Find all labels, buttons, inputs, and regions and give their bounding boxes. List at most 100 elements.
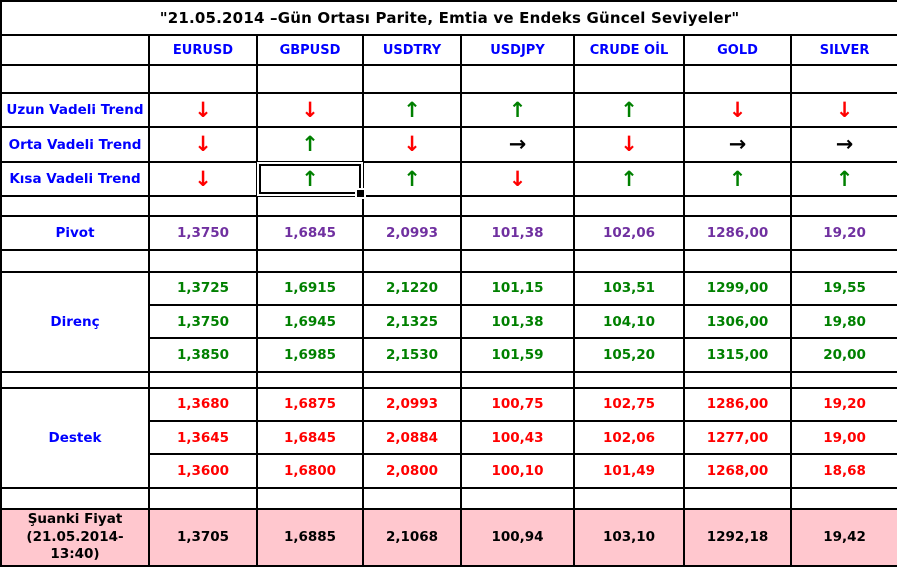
support-1-crude-oi̇l[interactable]: 102,75 bbox=[573, 386, 685, 423]
resistance-1-gbpusd[interactable]: 1,6915 bbox=[256, 270, 364, 307]
empty-cell[interactable] bbox=[789, 248, 897, 273]
support-2-eurusd[interactable]: 1,3645 bbox=[148, 420, 258, 456]
trend-cell-kisa-vadeli-trend-gold[interactable]: ↑ bbox=[683, 160, 792, 198]
empty-cell[interactable] bbox=[573, 370, 685, 389]
support-1-silver[interactable]: 19,20 bbox=[789, 386, 897, 423]
pivot-value-usdjpy[interactable]: 101,38 bbox=[460, 215, 575, 251]
empty-cell[interactable] bbox=[148, 248, 258, 273]
empty-cell[interactable] bbox=[256, 63, 364, 94]
support-2-gold[interactable]: 1277,00 bbox=[683, 420, 792, 456]
trend-cell-orta-vadeli-trend-gbpusd[interactable]: ↑ bbox=[256, 126, 364, 163]
empty-cell[interactable] bbox=[683, 63, 792, 94]
support-1-eurusd[interactable]: 1,3680 bbox=[148, 386, 258, 423]
empty-cell[interactable] bbox=[460, 248, 575, 273]
support-2-gbpusd[interactable]: 1,6845 bbox=[256, 420, 364, 456]
empty-cell[interactable] bbox=[256, 370, 364, 389]
trend-cell-orta-vadeli-trend-usdtry[interactable]: ↓ bbox=[362, 126, 462, 163]
empty-cell[interactable] bbox=[0, 195, 150, 218]
pivot-value-eurusd[interactable]: 1,3750 bbox=[148, 215, 258, 251]
support-3-eurusd[interactable]: 1,3600 bbox=[148, 453, 258, 489]
empty-cell[interactable] bbox=[460, 370, 575, 389]
resistance-3-eurusd[interactable]: 1,3850 bbox=[148, 337, 258, 373]
trend-cell-uzun-vadeli-trend-usdjpy[interactable]: ↑ bbox=[460, 91, 575, 129]
trend-cell-uzun-vadeli-trend-eurusd[interactable]: ↓ bbox=[148, 91, 258, 129]
empty-cell[interactable] bbox=[0, 370, 150, 389]
row-label-current-price[interactable]: Şuanki Fiyat (21.05.2014- 13:40) bbox=[0, 507, 150, 567]
pivot-value-silver[interactable]: 19,20 bbox=[789, 215, 897, 251]
empty-cell[interactable] bbox=[0, 63, 150, 94]
empty-cell[interactable] bbox=[256, 248, 364, 273]
column-header-gbpusd[interactable]: GBPUSD bbox=[256, 34, 364, 66]
resistance-1-silver[interactable]: 19,55 bbox=[789, 270, 897, 307]
current-price-crude-oi̇l[interactable]: 103,10 bbox=[573, 507, 685, 567]
trend-cell-kisa-vadeli-trend-usdtry[interactable]: ↑ bbox=[362, 160, 462, 198]
empty-cell[interactable] bbox=[256, 195, 364, 218]
empty-cell[interactable] bbox=[256, 486, 364, 510]
support-3-gbpusd[interactable]: 1,6800 bbox=[256, 453, 364, 489]
support-3-gold[interactable]: 1268,00 bbox=[683, 453, 792, 489]
support-3-silver[interactable]: 18,68 bbox=[789, 453, 897, 489]
row-label-kisa-vadeli-trend[interactable]: Kısa Vadeli Trend bbox=[0, 160, 150, 198]
empty-cell[interactable] bbox=[460, 63, 575, 94]
trend-cell-kisa-vadeli-trend-silver[interactable]: ↑ bbox=[789, 160, 897, 198]
empty-cell[interactable] bbox=[362, 195, 462, 218]
trend-cell-orta-vadeli-trend-gold[interactable]: → bbox=[683, 126, 792, 163]
resistance-2-gbpusd[interactable]: 1,6945 bbox=[256, 304, 364, 340]
current-price-usdtry[interactable]: 2,1068 bbox=[362, 507, 462, 567]
empty-cell[interactable] bbox=[789, 195, 897, 218]
empty-cell[interactable] bbox=[148, 195, 258, 218]
row-label-support[interactable]: Destek bbox=[0, 386, 150, 489]
trend-cell-uzun-vadeli-trend-usdtry[interactable]: ↑ bbox=[362, 91, 462, 129]
empty-cell[interactable] bbox=[789, 63, 897, 94]
current-price-silver[interactable]: 19,42 bbox=[789, 507, 897, 567]
support-2-crude-oi̇l[interactable]: 102,06 bbox=[573, 420, 685, 456]
trend-cell-kisa-vadeli-trend-usdjpy[interactable]: ↓ bbox=[460, 160, 575, 198]
trend-cell-uzun-vadeli-trend-crude-oi̇l[interactable]: ↑ bbox=[573, 91, 685, 129]
pivot-value-gbpusd[interactable]: 1,6845 bbox=[256, 215, 364, 251]
trend-cell-uzun-vadeli-trend-gold[interactable]: ↓ bbox=[683, 91, 792, 129]
current-price-gold[interactable]: 1292,18 bbox=[683, 507, 792, 567]
resistance-3-gbpusd[interactable]: 1,6985 bbox=[256, 337, 364, 373]
empty-cell[interactable] bbox=[789, 486, 897, 510]
row-label-uzun-vadeli-trend[interactable]: Uzun Vadeli Trend bbox=[0, 91, 150, 129]
empty-cell[interactable] bbox=[683, 486, 792, 510]
resistance-3-gold[interactable]: 1315,00 bbox=[683, 337, 792, 373]
row-label-pivot[interactable]: Pivot bbox=[0, 215, 150, 251]
empty-cell[interactable] bbox=[683, 370, 792, 389]
corner-cell[interactable] bbox=[0, 34, 150, 66]
support-2-silver[interactable]: 19,00 bbox=[789, 420, 897, 456]
row-label-resistance[interactable]: Direnç bbox=[0, 270, 150, 373]
support-1-usdtry[interactable]: 2,0993 bbox=[362, 386, 462, 423]
resistance-1-gold[interactable]: 1299,00 bbox=[683, 270, 792, 307]
support-3-crude-oi̇l[interactable]: 101,49 bbox=[573, 453, 685, 489]
resistance-2-gold[interactable]: 1306,00 bbox=[683, 304, 792, 340]
resistance-3-usdjpy[interactable]: 101,59 bbox=[460, 337, 575, 373]
column-header-gold[interactable]: GOLD bbox=[683, 34, 792, 66]
resistance-1-usdtry[interactable]: 2,1220 bbox=[362, 270, 462, 307]
support-3-usdtry[interactable]: 2,0800 bbox=[362, 453, 462, 489]
support-3-usdjpy[interactable]: 100,10 bbox=[460, 453, 575, 489]
empty-cell[interactable] bbox=[0, 486, 150, 510]
empty-cell[interactable] bbox=[460, 195, 575, 218]
trend-cell-orta-vadeli-trend-crude-oi̇l[interactable]: ↓ bbox=[573, 126, 685, 163]
support-2-usdjpy[interactable]: 100,43 bbox=[460, 420, 575, 456]
column-header-usdjpy[interactable]: USDJPY bbox=[460, 34, 575, 66]
resistance-2-crude-oi̇l[interactable]: 104,10 bbox=[573, 304, 685, 340]
empty-cell[interactable] bbox=[362, 370, 462, 389]
trend-cell-uzun-vadeli-trend-gbpusd[interactable]: ↓ bbox=[256, 91, 364, 129]
trend-cell-orta-vadeli-trend-usdjpy[interactable]: → bbox=[460, 126, 575, 163]
trend-cell-uzun-vadeli-trend-silver[interactable]: ↓ bbox=[789, 91, 897, 129]
resistance-2-eurusd[interactable]: 1,3750 bbox=[148, 304, 258, 340]
resistance-2-usdjpy[interactable]: 101,38 bbox=[460, 304, 575, 340]
column-header-silver[interactable]: SILVER bbox=[789, 34, 897, 66]
resistance-1-crude-oi̇l[interactable]: 103,51 bbox=[573, 270, 685, 307]
empty-cell[interactable] bbox=[148, 486, 258, 510]
empty-cell[interactable] bbox=[0, 248, 150, 273]
support-2-usdtry[interactable]: 2,0884 bbox=[362, 420, 462, 456]
resistance-2-silver[interactable]: 19,80 bbox=[789, 304, 897, 340]
empty-cell[interactable] bbox=[148, 63, 258, 94]
resistance-1-eurusd[interactable]: 1,3725 bbox=[148, 270, 258, 307]
empty-cell[interactable] bbox=[573, 195, 685, 218]
resistance-2-usdtry[interactable]: 2,1325 bbox=[362, 304, 462, 340]
support-1-gbpusd[interactable]: 1,6875 bbox=[256, 386, 364, 423]
